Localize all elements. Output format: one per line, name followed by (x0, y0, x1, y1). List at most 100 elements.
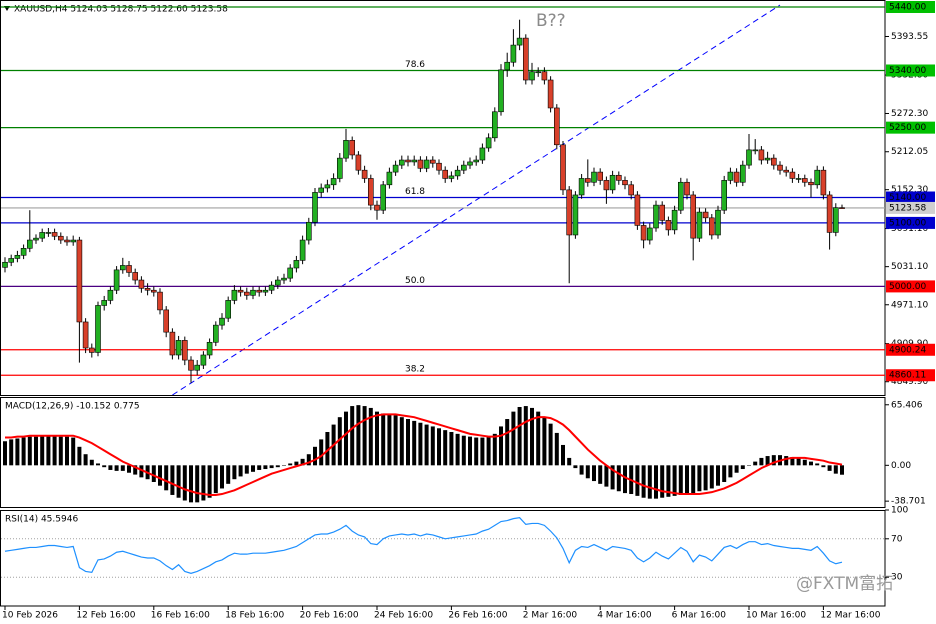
macd-bar (46, 435, 51, 466)
macd-bar (164, 465, 169, 491)
macd-bar (102, 465, 107, 468)
macd-bar (15, 438, 20, 466)
candle-body (312, 192, 318, 223)
y-tick-label: 5091.10 (891, 224, 928, 234)
candle-body (200, 354, 207, 366)
candle-body (634, 194, 641, 226)
macd-bar (139, 465, 144, 478)
fib-label: 78.6 (405, 60, 425, 70)
macd-bar (313, 446, 317, 466)
macd-bar (437, 428, 441, 466)
candle-body (770, 157, 777, 166)
level-label: 4860.11 (889, 371, 926, 381)
x-tick-label: 18 Feb 16:00 (225, 611, 284, 621)
macd-bar (65, 436, 69, 466)
candle-body (429, 159, 436, 164)
candle-body (14, 254, 21, 259)
x-tick-label: 24 Feb 16:00 (374, 611, 433, 621)
candle-body (157, 291, 163, 311)
candle-body (622, 180, 628, 186)
macd-signal (5, 413, 843, 496)
candle-body (367, 178, 374, 206)
macd-bar (424, 424, 429, 466)
candle-body (293, 260, 300, 269)
candle-body (715, 209, 721, 236)
macd-bar (474, 437, 479, 466)
candle-body (578, 178, 585, 196)
candle-body (752, 149, 759, 152)
level-label: 5123.58 (889, 203, 926, 213)
fib-label: 61.8 (405, 187, 425, 197)
macd-bar (220, 465, 224, 489)
candle-body (739, 164, 746, 183)
candle-body (386, 171, 393, 186)
macd-bar (697, 465, 702, 492)
candle-body (684, 181, 690, 196)
candle-body (801, 178, 808, 183)
macd-bar (728, 465, 733, 478)
macd-bar (623, 465, 627, 494)
macd-bar (133, 465, 138, 475)
macd-bar (616, 465, 621, 492)
candle-body (609, 174, 616, 191)
level-label-box (886, 280, 935, 293)
candle-body (696, 211, 703, 239)
macd-bar (368, 407, 373, 466)
candle-body (225, 300, 231, 319)
candle-body (324, 184, 331, 189)
macd-bar (232, 465, 237, 480)
candle-body (330, 178, 337, 186)
macd-bar (375, 411, 379, 466)
macd-bar (52, 435, 57, 466)
macd-bar (635, 465, 640, 496)
y-tick-label: 5031.10 (891, 262, 928, 272)
macd-bar (461, 435, 466, 466)
candle-body (504, 61, 511, 71)
y-tick-label: 5152.30 (891, 185, 928, 195)
macd-bar (269, 465, 274, 469)
level-label-box (886, 343, 935, 356)
rsi-panel (0, 510, 886, 607)
macd-bar (449, 431, 454, 466)
macd-bar (554, 432, 559, 466)
macd-bar (480, 437, 485, 466)
candle-body (64, 239, 70, 243)
candle-body (89, 347, 95, 353)
candle-body (436, 162, 442, 171)
candle-body (572, 194, 579, 236)
x-tick-label: 12 Feb 16:00 (76, 611, 135, 621)
macd-bar (443, 430, 448, 466)
candle-body (268, 284, 275, 291)
candle-body (417, 159, 424, 169)
macd-bar (319, 439, 324, 466)
fib-label: 38.2 (405, 365, 425, 375)
macd-bar (468, 436, 472, 466)
macd-bar (734, 465, 739, 473)
candle-body (460, 164, 467, 171)
candle-body (392, 164, 399, 173)
x-tick-label: 4 Mar 16:00 (597, 611, 652, 621)
candle-body (814, 169, 821, 186)
candle-body (832, 207, 839, 233)
candle-body (380, 184, 387, 211)
macd-bar (325, 431, 330, 466)
macd-bar (40, 435, 45, 466)
candle-body (120, 265, 126, 271)
fib-label: 50.0 (405, 276, 425, 286)
candle-body (603, 180, 610, 191)
y-tick-label: 5393.55 (891, 32, 928, 42)
candle-body (287, 267, 294, 279)
macd-bar (815, 463, 820, 466)
candle-body (45, 232, 52, 234)
x-tick-label: 10 Feb 2026 (2, 611, 58, 621)
candle-body (244, 291, 250, 296)
macd-bar (530, 407, 534, 466)
y-tick-label: 0.00 (891, 461, 911, 471)
candle-body (479, 147, 486, 161)
macd-bar (517, 406, 522, 466)
y-tick-label: 100 (891, 506, 908, 516)
candle-body (274, 279, 281, 286)
candle-body (343, 140, 349, 159)
macd-bar (685, 465, 689, 494)
macd-bar (96, 463, 100, 466)
